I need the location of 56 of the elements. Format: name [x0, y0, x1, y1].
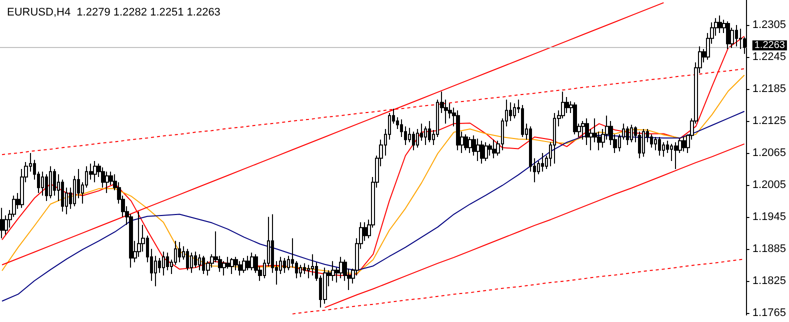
- y-tick-label: 1.1825: [752, 274, 786, 287]
- candlestick: [162, 251, 165, 276]
- candlestick: [739, 28, 742, 50]
- candlestick: [682, 136, 686, 152]
- candlestick: [658, 136, 661, 156]
- candlestick: [49, 166, 52, 199]
- candlestick: [93, 160, 97, 183]
- y-tick-label: 1.1885: [752, 242, 786, 255]
- candlestick: [541, 152, 544, 172]
- candlestick: [105, 171, 109, 194]
- line-series: [2, 110, 745, 302]
- candlestick: [299, 264, 302, 278]
- candlestick: [428, 120, 431, 143]
- candlestick: [0, 207, 4, 239]
- candlestick: [246, 255, 250, 271]
- candlestick: [718, 14, 722, 34]
- candlestick: [476, 138, 480, 162]
- candlestick: [468, 136, 472, 154]
- y-tick-label: 1.2065: [752, 146, 786, 159]
- candlestick: [198, 254, 201, 271]
- line-series: [292, 258, 745, 314]
- candlestick: [726, 20, 730, 50]
- candlestick: [323, 267, 327, 304]
- ref-line-label: 1.2263: [754, 40, 786, 51]
- y-tick-label: 1.2245: [752, 51, 786, 64]
- candlestick: [178, 241, 181, 263]
- candlestick: [642, 128, 645, 158]
- y-tick-label: 1.2005: [752, 178, 786, 191]
- candlestick: [230, 257, 234, 274]
- candlestick: [412, 131, 415, 151]
- line-series: [324, 143, 745, 308]
- candlestick: [630, 124, 633, 143]
- candlestick: [484, 142, 488, 162]
- candlestick: [250, 252, 254, 271]
- candlestick: [283, 257, 286, 274]
- candlestick: [456, 110, 460, 151]
- candlestick: [190, 252, 193, 274]
- line-series: [2, 74, 745, 274]
- candlestick: [480, 140, 484, 164]
- candlestick: [303, 262, 306, 274]
- text: EURUSD,H4 1.2279 1.2282 1.2251 1.2263: [7, 6, 220, 18]
- y-tick-label: 1.1765: [752, 306, 786, 319]
- candlestick: [339, 256, 343, 279]
- y-tick-label: 1.1945: [752, 210, 786, 223]
- candlestick: [464, 134, 468, 151]
- candlestick: [492, 139, 496, 159]
- candlestick: [238, 260, 242, 276]
- candlestick: [573, 102, 577, 135]
- candlestick: [674, 142, 678, 170]
- y-tick-label: 1.2305: [752, 19, 786, 32]
- y-tick-label: 1.2185: [752, 83, 786, 96]
- y-tick-label: 1.2125: [752, 114, 786, 127]
- candlestick: [626, 126, 629, 146]
- candlestick: [242, 257, 246, 274]
- candlestick: [513, 102, 516, 119]
- candlestick: [186, 248, 189, 271]
